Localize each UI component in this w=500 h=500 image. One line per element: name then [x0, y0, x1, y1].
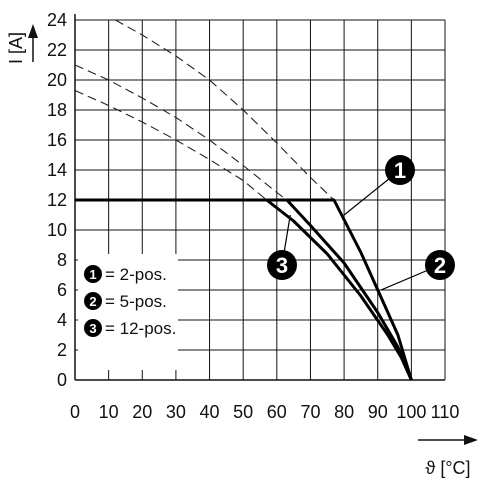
legend-entry: = 5-pos. — [105, 292, 167, 311]
legend-badge — [84, 319, 102, 337]
legend-badge-number: 1 — [89, 267, 96, 282]
x-tick-label: 90 — [368, 402, 388, 422]
x-axis-label: ϑ [°C] — [425, 458, 470, 478]
series-curves — [75, 198, 413, 381]
x-tick-label: 60 — [267, 402, 287, 422]
legend-badge — [84, 265, 102, 283]
x-tick-label: 80 — [334, 402, 354, 422]
callout-badge — [425, 250, 455, 280]
y-axis-arrow-icon — [28, 24, 38, 38]
y-tick-label: 6 — [57, 280, 67, 300]
legend-badge — [84, 292, 102, 310]
dashed-curve-1 — [115, 19, 335, 201]
y-tick-label: 2 — [57, 340, 67, 360]
dashed-derating-curves — [74, 19, 335, 201]
x-tick-label: 10 — [99, 402, 119, 422]
legend-entry: = 2-pos. — [105, 265, 167, 284]
series-line-3 — [75, 198, 413, 381]
callout-badge-number: 3 — [276, 253, 288, 278]
callout-badge-number: 2 — [434, 253, 446, 278]
callout-badge — [267, 250, 297, 280]
y-tick-label: 14 — [47, 160, 67, 180]
x-axis-arrow-icon — [464, 435, 478, 445]
y-tick-label: 24 — [47, 10, 67, 30]
x-tick-label: 0 — [70, 402, 80, 422]
y-tick-label: 4 — [57, 310, 67, 330]
y-tick-label: 16 — [47, 130, 67, 150]
y-tick-label: 0 — [57, 370, 67, 390]
y-tick-label: 10 — [47, 220, 67, 240]
callout-badge — [385, 155, 415, 185]
series-callouts: 1 2 3 — [267, 155, 455, 291]
y-tick-label: 18 — [47, 100, 67, 120]
legend: 1 = 2-pos. 2 = 5-pos. 3 = 12-pos. — [78, 254, 178, 370]
legend-badge-number: 3 — [89, 321, 96, 336]
y-tick-label: 12 — [47, 190, 67, 210]
callout-badge-number: 1 — [394, 158, 406, 183]
dashed-curve-3 — [74, 89, 268, 201]
x-tick-label: 30 — [166, 402, 186, 422]
x-axis: 0 10 20 30 40 50 60 70 80 90 100 110 — [70, 379, 478, 445]
legend-badge-number: 2 — [89, 294, 96, 309]
dashed-curve-2 — [74, 64, 288, 201]
x-tick-label: 40 — [200, 402, 220, 422]
x-tick-label: 110 — [431, 402, 460, 422]
y-tick-label: 8 — [57, 250, 67, 270]
legend-entry: = 12-pos. — [105, 319, 176, 338]
x-tick-label: 50 — [233, 402, 253, 422]
y-axis-label: I [A] — [6, 32, 26, 64]
y-tick-label: 20 — [47, 70, 67, 90]
x-tick-label: 70 — [300, 402, 320, 422]
x-tick-label: 100 — [396, 402, 426, 422]
x-tick-label: 20 — [132, 402, 152, 422]
y-tick-label: 22 — [47, 40, 67, 60]
